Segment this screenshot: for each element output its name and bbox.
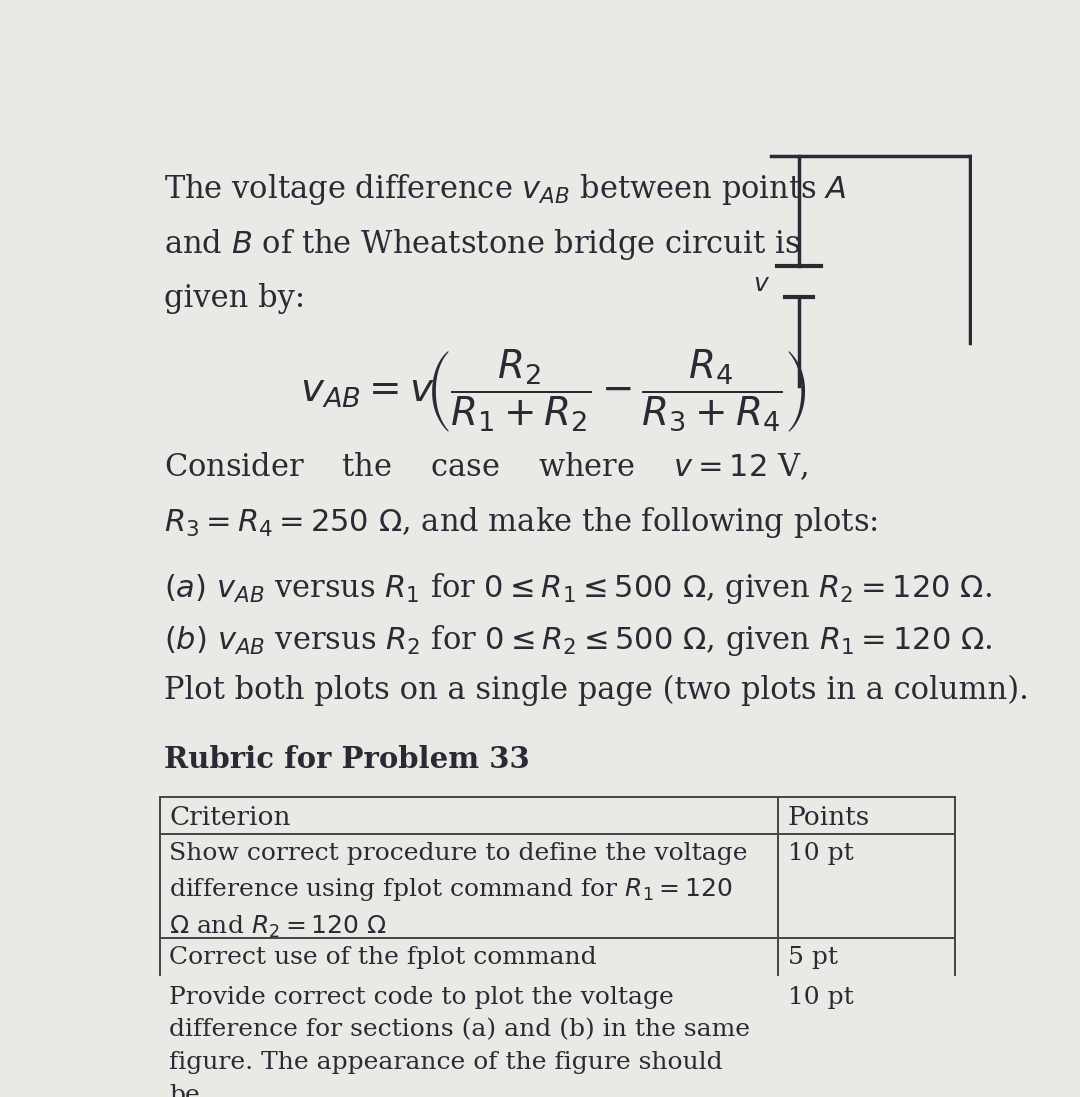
Text: 10 pt: 10 pt xyxy=(787,985,853,1008)
Text: $R_3 = R_4 = 250\ \Omega$, and make the following plots:: $R_3 = R_4 = 250\ \Omega$, and make the … xyxy=(164,505,878,540)
Text: Points: Points xyxy=(787,804,869,829)
Text: $v$: $v$ xyxy=(753,272,770,295)
Text: 5 pt: 5 pt xyxy=(787,946,838,969)
Text: Plot both plots on a single page (two plots in a column).: Plot both plots on a single page (two pl… xyxy=(164,676,1029,706)
Text: $v_{AB} = v\!\left(\dfrac{R_2}{R_1 + R_2} - \dfrac{R_4}{R_3 + R_4}\right)$: $v_{AB} = v\!\left(\dfrac{R_2}{R_1 + R_2… xyxy=(300,348,807,434)
Text: Criterion: Criterion xyxy=(170,804,291,829)
Text: Show correct procedure to define the voltage
difference using fplot command for : Show correct procedure to define the vol… xyxy=(170,841,747,940)
Text: and $B$ of the Wheatstone bridge circuit is: and $B$ of the Wheatstone bridge circuit… xyxy=(164,227,800,262)
Text: Correct use of the fplot command: Correct use of the fplot command xyxy=(170,946,597,969)
Text: The voltage difference $v_{AB}$ between points $A$: The voltage difference $v_{AB}$ between … xyxy=(164,171,847,206)
Text: $(b)\ v_{AB}$ versus $R_2$ for $0 \leq R_2 \leq 500\ \Omega$, given $R_1 = 120\ : $(b)\ v_{AB}$ versus $R_2$ for $0 \leq R… xyxy=(164,623,994,658)
Text: Consider    the    case    where    $v = 12$ V,: Consider the case where $v = 12$ V, xyxy=(164,451,809,483)
Text: $(a)\ v_{AB}$ versus $R_1$ for $0 \leq R_1 \leq 500\ \Omega$, given $R_2 = 120\ : $(a)\ v_{AB}$ versus $R_1$ for $0 \leq R… xyxy=(164,570,993,606)
Text: Rubric for Problem 33: Rubric for Problem 33 xyxy=(164,745,530,773)
Text: given by:: given by: xyxy=(164,283,306,314)
Text: Provide correct code to plot the voltage
difference for sections (a) and (b) in : Provide correct code to plot the voltage… xyxy=(170,985,751,1097)
Text: 10 pt: 10 pt xyxy=(787,841,853,864)
